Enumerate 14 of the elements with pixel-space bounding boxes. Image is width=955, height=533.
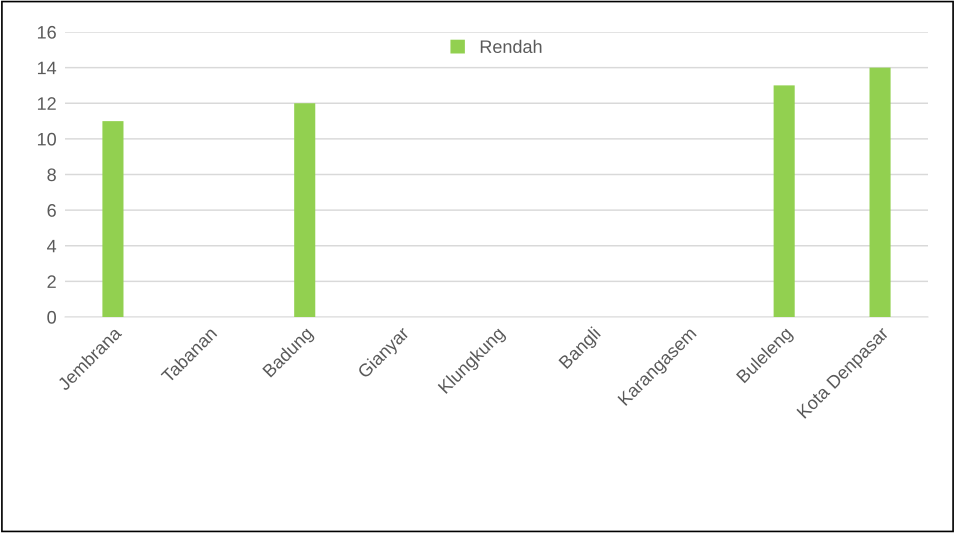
bar bbox=[294, 103, 316, 317]
bar bbox=[102, 121, 124, 317]
y-tick-label: 6 bbox=[48, 204, 56, 217]
y-tick-label: 8 bbox=[47, 168, 56, 182]
y-tick-label: 0 bbox=[47, 310, 56, 324]
y-tick-label: 2 bbox=[48, 275, 56, 288]
y-tick-label: 16 bbox=[38, 26, 56, 39]
y-tick-label: 10 bbox=[38, 132, 56, 146]
bar bbox=[870, 68, 891, 317]
bar bbox=[774, 85, 795, 317]
y-tick-label: 14 bbox=[38, 62, 56, 74]
y-tick-label: 12 bbox=[38, 97, 56, 110]
legend-label: Rendah bbox=[480, 40, 542, 54]
y-tick-label: 4 bbox=[47, 240, 56, 252]
